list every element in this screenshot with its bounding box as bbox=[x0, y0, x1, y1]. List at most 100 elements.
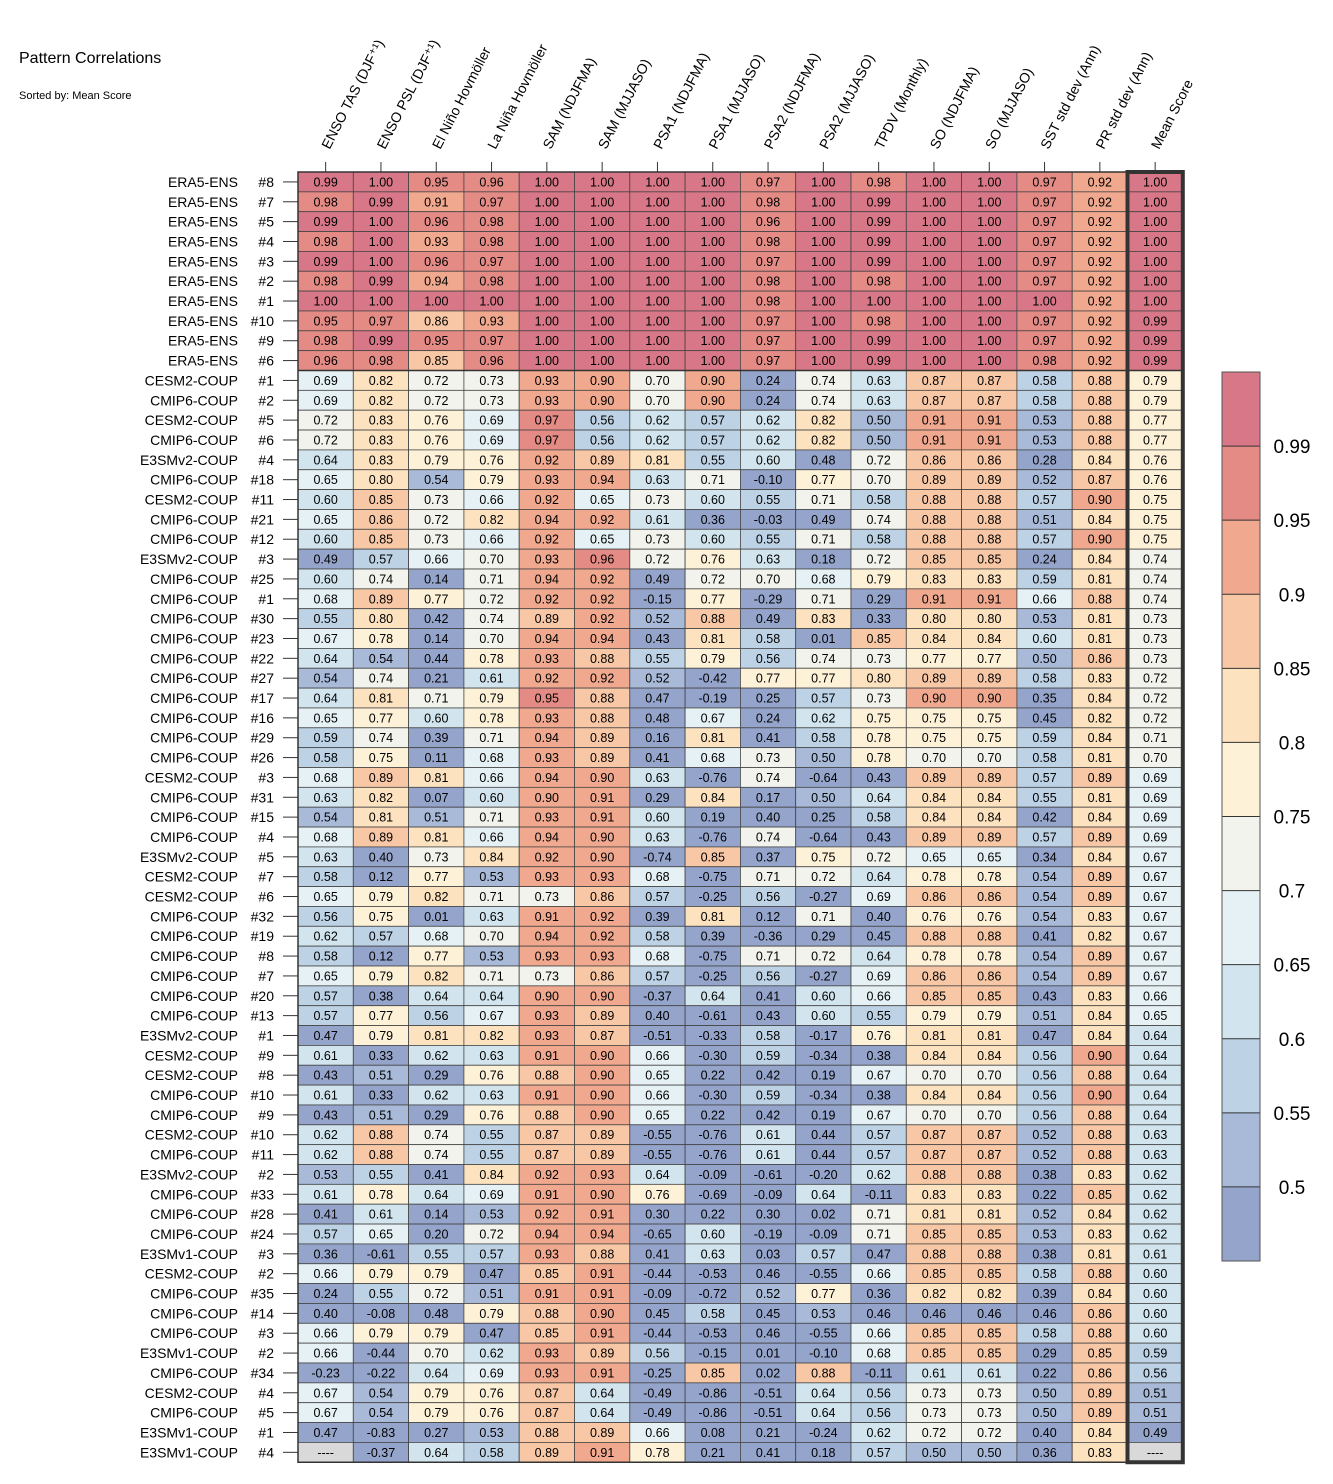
cell-value: 0.74 bbox=[479, 612, 503, 626]
row-label-name: CMIP6-COUP bbox=[150, 789, 238, 805]
row-label-name: ERA5-ENS bbox=[168, 214, 238, 230]
cell-value: 0.67 bbox=[1143, 969, 1167, 983]
row-label-name: CESM2-COUP bbox=[145, 492, 238, 508]
cell-value: 0.69 bbox=[479, 1366, 503, 1380]
cell-value: 0.88 bbox=[1088, 1327, 1112, 1341]
cell-value: 0.86 bbox=[977, 890, 1001, 904]
row-label-name: E3SMv2-COUP bbox=[140, 551, 238, 567]
cell-value: -0.22 bbox=[367, 1366, 396, 1380]
cell-value: 0.67 bbox=[1143, 870, 1167, 884]
cell-value: 1.00 bbox=[922, 195, 946, 209]
cell-value: 0.52 bbox=[1032, 473, 1056, 487]
row-label-number: #33 bbox=[251, 1186, 275, 1202]
cell-value: 0.73 bbox=[756, 751, 780, 765]
cell-value: -0.08 bbox=[367, 1307, 396, 1321]
cell-value: 0.60 bbox=[645, 811, 669, 825]
row-label-name: CMIP6-COUP bbox=[150, 948, 238, 964]
row-label-name: CMIP6-COUP bbox=[150, 1305, 238, 1321]
cell-value: 0.62 bbox=[811, 711, 835, 725]
cell-value: 0.93 bbox=[590, 950, 614, 964]
cell-value: 0.12 bbox=[369, 950, 393, 964]
cell-value: -0.10 bbox=[754, 473, 783, 487]
cell-value: 0.66 bbox=[866, 1267, 890, 1281]
cell-value: 0.55 bbox=[479, 1148, 503, 1162]
cell-value: 0.64 bbox=[866, 870, 890, 884]
cell-value: 1.00 bbox=[701, 255, 725, 269]
cell-value: 0.88 bbox=[1088, 1128, 1112, 1142]
cell-value: -0.64 bbox=[809, 771, 838, 785]
cell-value: 0.27 bbox=[424, 1426, 448, 1440]
cell-value: 0.93 bbox=[535, 1029, 559, 1043]
cell-value: 0.92 bbox=[1088, 295, 1112, 309]
cell-value: 1.00 bbox=[535, 314, 559, 328]
cell-value: 0.38 bbox=[866, 1049, 890, 1063]
cell-value: 1.00 bbox=[590, 195, 614, 209]
row-label-name: CMIP6-COUP bbox=[150, 1008, 238, 1024]
cell-value: 0.90 bbox=[590, 1069, 614, 1083]
cell-value: 0.46 bbox=[756, 1267, 780, 1281]
cell-value: 0.58 bbox=[866, 493, 890, 507]
cell-value: 0.97 bbox=[1032, 314, 1056, 328]
cell-value: 0.14 bbox=[424, 572, 448, 586]
cell-value: 0.85 bbox=[535, 1327, 559, 1341]
cell-value: 0.41 bbox=[1032, 930, 1056, 944]
cell-value: 0.65 bbox=[313, 711, 337, 725]
row-label-number: #8 bbox=[258, 174, 274, 190]
cell-value: 0.65 bbox=[313, 969, 337, 983]
cell-value: 0.63 bbox=[645, 771, 669, 785]
cell-value: 0.58 bbox=[479, 1446, 503, 1460]
cell-value: 0.38 bbox=[1032, 1247, 1056, 1261]
cell-value: -0.25 bbox=[643, 1366, 672, 1380]
cell-value: 0.33 bbox=[369, 1049, 393, 1063]
cell-value: 0.65 bbox=[369, 1227, 393, 1241]
cell-value: 0.77 bbox=[1143, 414, 1167, 428]
cell-value: 0.60 bbox=[1143, 1327, 1167, 1341]
cell-value: 0.84 bbox=[1088, 1009, 1112, 1023]
cell-value: 0.78 bbox=[922, 950, 946, 964]
row-label-name: ERA5-ENS bbox=[168, 353, 238, 369]
cell-value: 1.00 bbox=[922, 354, 946, 368]
cell-value: 0.02 bbox=[756, 1366, 780, 1380]
cell-value: 0.85 bbox=[866, 632, 890, 646]
cell-value: 0.66 bbox=[479, 493, 503, 507]
colorbar-bin bbox=[1222, 668, 1260, 743]
cell-value: 0.81 bbox=[1088, 751, 1112, 765]
cell-value: 0.60 bbox=[1143, 1287, 1167, 1301]
cell-value: 0.61 bbox=[922, 1366, 946, 1380]
cell-value: 1.00 bbox=[701, 215, 725, 229]
cell-value: 0.76 bbox=[479, 1386, 503, 1400]
cell-value: 0.56 bbox=[756, 969, 780, 983]
cell-value: 0.54 bbox=[1032, 910, 1056, 924]
cell-value: 0.53 bbox=[479, 1426, 503, 1440]
cell-value: 0.89 bbox=[1088, 771, 1112, 785]
cell-value: 0.94 bbox=[535, 1227, 559, 1241]
cell-value: 0.82 bbox=[369, 394, 393, 408]
cell-value: 0.60 bbox=[313, 572, 337, 586]
column-header: TPDV (Monthly) bbox=[871, 55, 930, 151]
cell-value: -0.61 bbox=[699, 1009, 728, 1023]
cell-value: 0.60 bbox=[424, 711, 448, 725]
cell-value: 1.00 bbox=[922, 295, 946, 309]
row-label-name: CMIP6-COUP bbox=[150, 730, 238, 746]
cell-value: 0.72 bbox=[701, 572, 725, 586]
cell-value: 0.58 bbox=[1032, 374, 1056, 388]
cell-value: 0.24 bbox=[756, 711, 780, 725]
colorbar-bin bbox=[1222, 594, 1260, 669]
cell-value: 1.00 bbox=[977, 195, 1001, 209]
cell-value: 0.73 bbox=[424, 533, 448, 547]
cell-value: 0.29 bbox=[1032, 1347, 1056, 1361]
cell-value: 1.00 bbox=[701, 175, 725, 189]
cell-value: 0.98 bbox=[866, 175, 890, 189]
row-label-number: #7 bbox=[258, 968, 274, 984]
cell-value: 0.55 bbox=[369, 1287, 393, 1301]
cell-value: 0.82 bbox=[479, 513, 503, 527]
cell-value: 1.00 bbox=[1143, 275, 1167, 289]
cell-value: 0.82 bbox=[1088, 930, 1112, 944]
row-label-name: E3SMv2-COUP bbox=[140, 452, 238, 468]
cell-value: 0.64 bbox=[811, 1188, 835, 1202]
cell-value: 0.29 bbox=[811, 930, 835, 944]
cell-value: 0.92 bbox=[1088, 235, 1112, 249]
cell-value: 0.50 bbox=[1032, 652, 1056, 666]
cell-value: 0.40 bbox=[1032, 1426, 1056, 1440]
cell-value: 0.87 bbox=[1088, 473, 1112, 487]
